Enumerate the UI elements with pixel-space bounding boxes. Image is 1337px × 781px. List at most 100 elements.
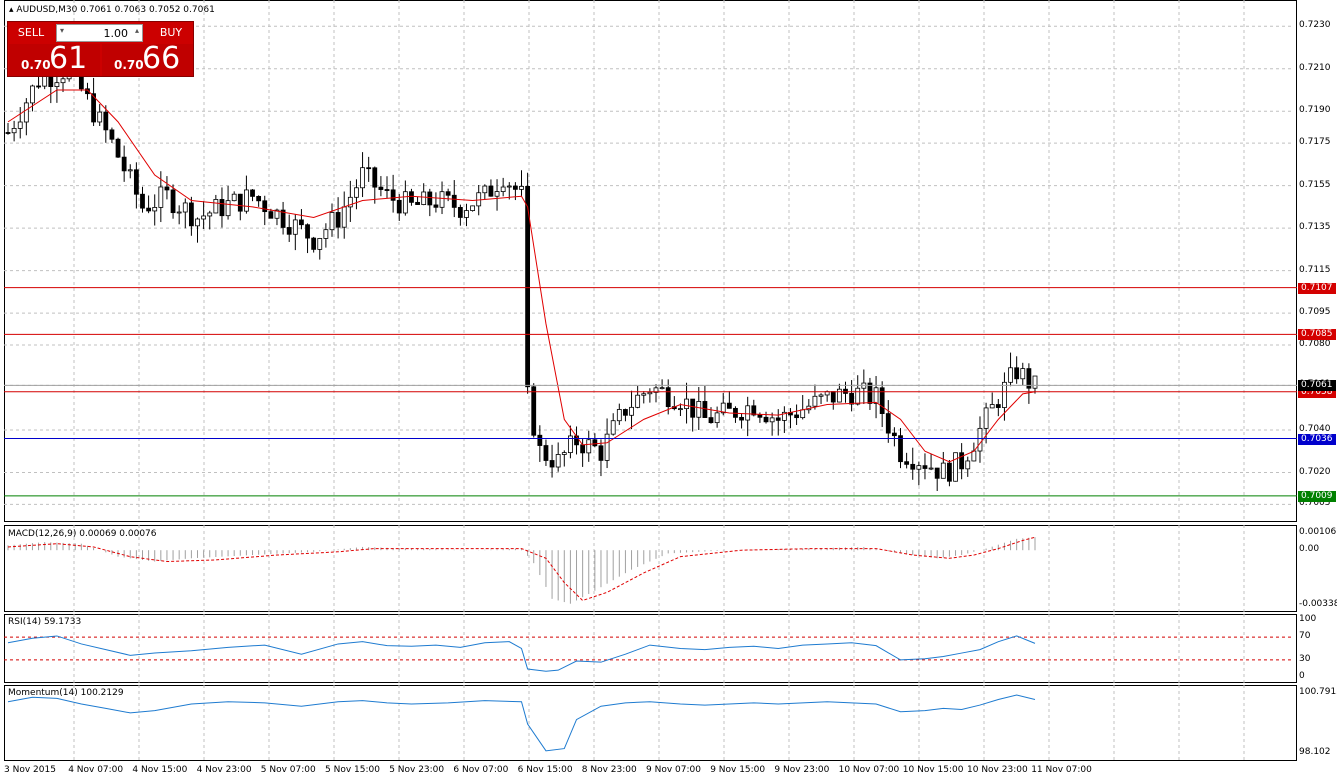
- candle-body: [1032, 375, 1038, 389]
- price-chart-pane[interactable]: ▴ AUDUSD,M30 0.7061 0.7063 0.7052 0.7061: [4, 0, 1297, 522]
- candle-body: [977, 427, 983, 452]
- candle-body: [745, 405, 751, 421]
- candle-body: [402, 191, 408, 214]
- candle-body: [763, 416, 769, 423]
- momentum-pane[interactable]: [4, 685, 1297, 761]
- candle-body: [684, 398, 689, 410]
- buy-price-pips: 66: [142, 41, 181, 76]
- candle-body: [989, 404, 995, 409]
- candle-body: [409, 191, 414, 203]
- price-tick-label: 0.7040: [1299, 424, 1331, 434]
- candle-body: [188, 202, 194, 227]
- candle-body: [800, 409, 806, 419]
- rsi-title: RSI(14) 59.1733: [8, 617, 82, 627]
- price-chart-svg: [4, 0, 1297, 522]
- candle-body: [457, 206, 463, 218]
- candle-body: [317, 238, 323, 250]
- candle-body: [592, 439, 598, 447]
- momentum-tick-label: 100.7913: [1299, 687, 1337, 697]
- macd-pane[interactable]: [4, 525, 1297, 612]
- lot-increase-icon[interactable]: ▴: [134, 26, 139, 35]
- candle-body: [910, 463, 916, 470]
- candle-body: [623, 409, 628, 416]
- candle-body: [213, 199, 219, 214]
- time-tick-label: 8 Nov 23:00: [581, 765, 637, 775]
- candle-body: [329, 212, 335, 231]
- rsi-svg: [4, 614, 1292, 683]
- sell-price-pips: 61: [49, 41, 88, 76]
- candle-body: [1002, 381, 1007, 408]
- candle-body: [103, 111, 109, 131]
- candle-body: [714, 412, 720, 424]
- candle-body: [146, 207, 152, 212]
- candle-body: [702, 401, 708, 418]
- candle-body: [115, 138, 121, 158]
- lot-decrease-icon[interactable]: ▾: [60, 26, 65, 35]
- candle-body: [11, 128, 17, 134]
- price-tick-label: 0.7005: [1299, 498, 1331, 509]
- candle-body: [947, 462, 952, 482]
- candle-body: [219, 199, 225, 217]
- price-tick-label: 0.7175: [1299, 137, 1331, 148]
- candle-body: [574, 435, 579, 446]
- candle-body: [109, 129, 115, 140]
- candle-body: [182, 202, 188, 213]
- lot-value[interactable]: 1.00: [103, 27, 129, 40]
- candle-body: [158, 186, 164, 208]
- candle-body: [464, 210, 469, 218]
- candle-body: [42, 75, 48, 87]
- candle-body: [445, 191, 451, 196]
- time-tick-label: 6 Nov 07:00: [453, 765, 509, 775]
- candle-body: [170, 189, 176, 214]
- candle-body: [225, 200, 231, 217]
- candle-body: [604, 433, 610, 461]
- candle-body: [360, 167, 365, 189]
- macd-title: MACD(12,26,9) 0.00069 0.00076: [8, 529, 157, 539]
- candle-body: [470, 205, 475, 211]
- candle-body: [751, 405, 757, 416]
- candle-body: [311, 237, 317, 250]
- price-tick-label: 0.7135: [1299, 222, 1331, 233]
- candle-body: [580, 444, 586, 454]
- candle-body: [482, 185, 488, 194]
- candle-body: [176, 211, 182, 214]
- lot-size-field[interactable]: ▾ 1.00 ▴: [56, 24, 143, 42]
- candle-body: [476, 192, 482, 207]
- macd-signal-line: [7, 536, 1036, 602]
- candle-body: [953, 452, 958, 482]
- candle-body: [5, 132, 11, 134]
- time-tick-label: 9 Nov 15:00: [710, 765, 766, 775]
- macd-tick-label: 0.00106: [1299, 527, 1337, 537]
- candle-body: [91, 93, 96, 123]
- candle-body: [720, 402, 726, 414]
- candle-body: [127, 169, 133, 172]
- time-tick-label: 10 Nov 15:00: [902, 765, 964, 775]
- rsi-tick-label: 0: [1299, 671, 1305, 681]
- candle-body: [48, 75, 54, 87]
- macd-svg: [7, 525, 1245, 612]
- candle-body: [537, 434, 543, 446]
- candle-body: [305, 224, 310, 239]
- candle-body: [885, 413, 891, 434]
- momentum-svg: [7, 685, 1245, 761]
- candle-body: [971, 450, 977, 462]
- rsi-tick-label: 30: [1299, 653, 1311, 664]
- candle-body: [940, 462, 946, 479]
- sell-button[interactable]: SELL: [17, 26, 45, 39]
- buy-button[interactable]: BUY: [159, 26, 183, 39]
- buy-price-box[interactable]: 0.70 66: [102, 41, 193, 76]
- candle-body: [201, 215, 207, 220]
- price-tick-label: 0.7020: [1299, 466, 1331, 477]
- candle-body: [934, 467, 940, 479]
- sell-price-box[interactable]: 0.70 61: [9, 41, 100, 76]
- candle-body: [390, 189, 396, 201]
- price-tick-label: 0.7190: [1299, 105, 1331, 116]
- candle-body: [384, 189, 390, 191]
- candle-body: [708, 417, 714, 424]
- chart-menu-icon[interactable]: ▴: [9, 5, 14, 15]
- candle-body: [500, 186, 506, 192]
- candle-body: [85, 88, 90, 95]
- time-tick-label: 4 Nov 15:00: [132, 765, 188, 775]
- candle-body: [549, 460, 555, 468]
- candle-body: [879, 387, 885, 414]
